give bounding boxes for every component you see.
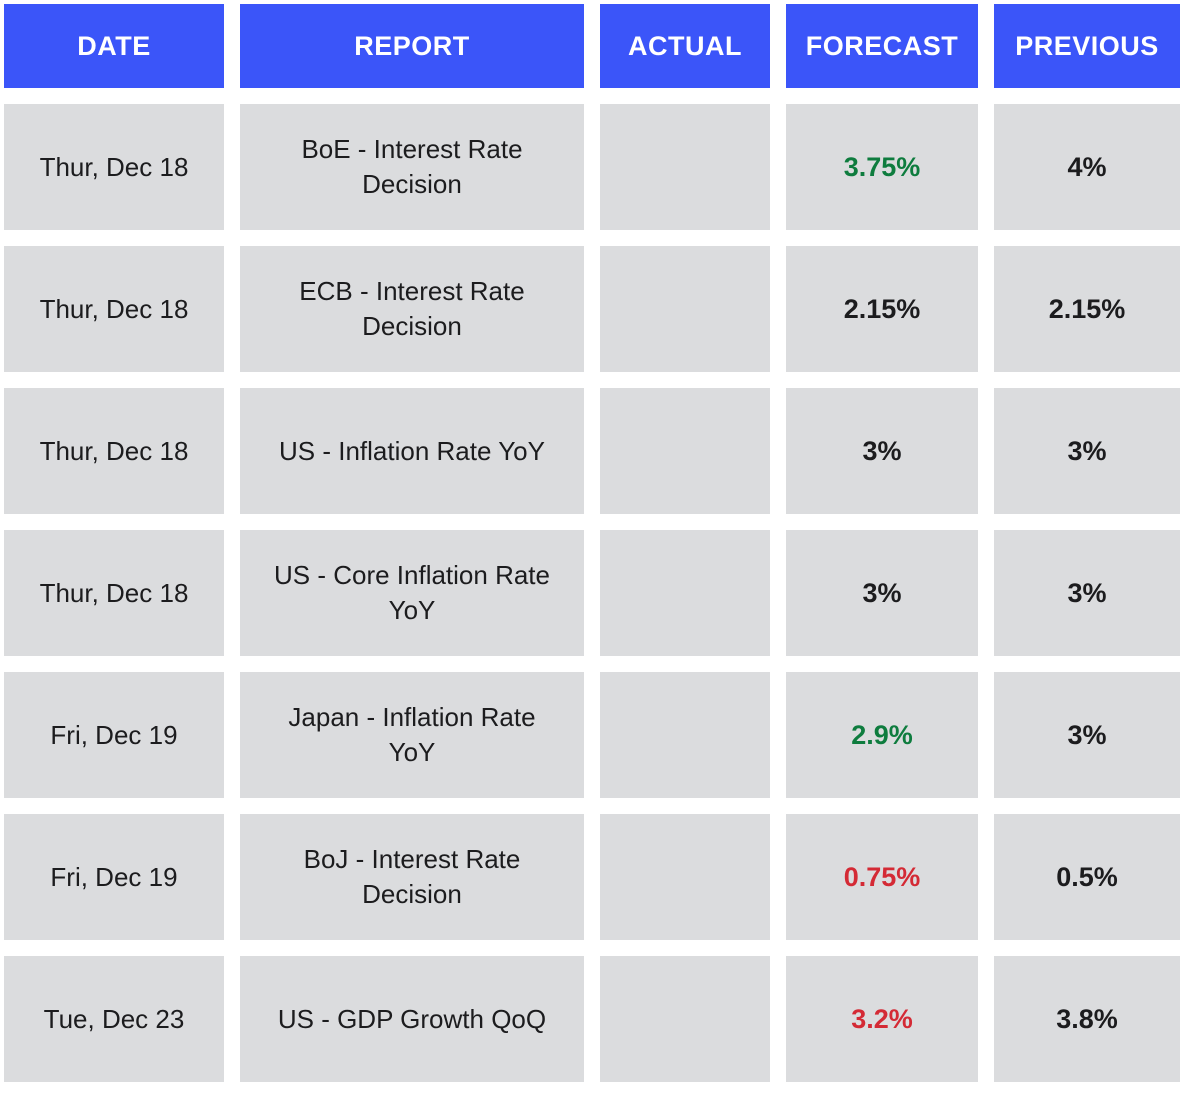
- date-cell: Tue, Dec 23: [4, 956, 224, 1082]
- date-cell: Fri, Dec 19: [4, 672, 224, 798]
- column-header-date: DATE: [4, 4, 224, 88]
- actual-cell: [600, 672, 770, 798]
- previous-cell: 3%: [994, 388, 1180, 514]
- report-cell: BoE - Interest Rate Decision: [240, 104, 584, 230]
- date-cell: Thur, Dec 18: [4, 530, 224, 656]
- actual-cell: [600, 246, 770, 372]
- report-cell: BoJ - Interest Rate Decision: [240, 814, 584, 940]
- date-cell: Thur, Dec 18: [4, 246, 224, 372]
- column-header-forecast: FORECAST: [786, 4, 978, 88]
- previous-cell: 4%: [994, 104, 1180, 230]
- report-cell: US - GDP Growth QoQ: [240, 956, 584, 1082]
- report-cell: Japan - Inflation Rate YoY: [240, 672, 584, 798]
- forecast-cell: 3.2%: [786, 956, 978, 1082]
- previous-cell: 0.5%: [994, 814, 1180, 940]
- report-cell: US - Core Inflation Rate YoY: [240, 530, 584, 656]
- actual-cell: [600, 530, 770, 656]
- column-header-actual: ACTUAL: [600, 4, 770, 88]
- actual-cell: [600, 956, 770, 1082]
- date-cell: Fri, Dec 19: [4, 814, 224, 940]
- previous-cell: 3.8%: [994, 956, 1180, 1082]
- forecast-cell: 2.15%: [786, 246, 978, 372]
- previous-cell: 3%: [994, 530, 1180, 656]
- forecast-cell: 3%: [786, 530, 978, 656]
- forecast-cell: 2.9%: [786, 672, 978, 798]
- report-cell: US - Inflation Rate YoY: [240, 388, 584, 514]
- column-header-previous: PREVIOUS: [994, 4, 1180, 88]
- actual-cell: [600, 814, 770, 940]
- previous-cell: 3%: [994, 672, 1180, 798]
- forecast-cell: 3.75%: [786, 104, 978, 230]
- actual-cell: [600, 388, 770, 514]
- forecast-cell: 0.75%: [786, 814, 978, 940]
- forecast-cell: 3%: [786, 388, 978, 514]
- report-cell: ECB - Interest Rate Decision: [240, 246, 584, 372]
- column-header-report: REPORT: [240, 4, 584, 88]
- actual-cell: [600, 104, 770, 230]
- date-cell: Thur, Dec 18: [4, 104, 224, 230]
- date-cell: Thur, Dec 18: [4, 388, 224, 514]
- previous-cell: 2.15%: [994, 246, 1180, 372]
